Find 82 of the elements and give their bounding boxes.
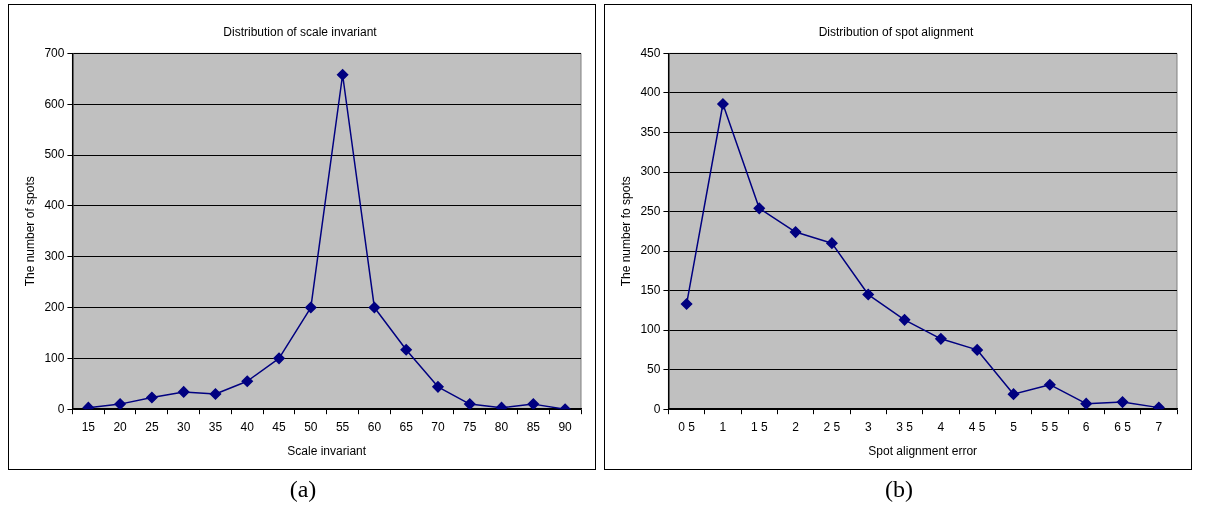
y-tick-label: 350 bbox=[640, 124, 661, 139]
x-tick-label: 5 bbox=[1010, 419, 1018, 434]
x-tick-label: 3 bbox=[864, 419, 872, 434]
point bbox=[826, 237, 838, 249]
point bbox=[209, 388, 222, 400]
x-tick-label: 30 bbox=[176, 419, 191, 434]
x-tick-label: 40 bbox=[240, 419, 255, 434]
x-tick-label: 80 bbox=[494, 419, 509, 434]
y-tick-label: 100 bbox=[640, 322, 661, 337]
x-tick-label: 5 5 bbox=[1041, 419, 1059, 434]
x-tick-label: 4 bbox=[937, 419, 945, 434]
y-tick-label: 200 bbox=[44, 299, 65, 314]
point bbox=[464, 398, 476, 410]
x-tick-label: 45 bbox=[272, 419, 287, 434]
x-tick-label: 0 5 bbox=[678, 419, 696, 434]
x-tick-label: 75 bbox=[463, 419, 477, 434]
x-tick-label: 3 5 bbox=[896, 419, 914, 434]
point bbox=[400, 343, 412, 356]
x-tick-label: 25 bbox=[145, 419, 159, 434]
point bbox=[177, 386, 190, 398]
point bbox=[368, 301, 381, 314]
x-tick-label: 85 bbox=[526, 419, 541, 434]
point bbox=[114, 398, 126, 410]
point bbox=[241, 375, 253, 387]
text: (a) bbox=[288, 476, 318, 503]
chart-title: Distribution of spot alignment bbox=[818, 24, 975, 39]
y-tick-label: 200 bbox=[640, 243, 661, 258]
point bbox=[1116, 396, 1129, 408]
x-tick-label: 6 5 bbox=[1114, 419, 1132, 434]
y-tick-label: 100 bbox=[44, 350, 65, 365]
y-tick-label: 50 bbox=[647, 361, 661, 376]
x-tick-label: 15 bbox=[81, 419, 96, 434]
y-axis-title: The number of spots bbox=[22, 176, 37, 287]
point bbox=[273, 352, 285, 365]
y-tick-label: 450 bbox=[640, 45, 661, 60]
x-tick-label: 70 bbox=[431, 419, 445, 434]
point bbox=[789, 226, 802, 238]
x-tick-label: 50 bbox=[304, 419, 318, 434]
x-tick-label: 1 5 bbox=[750, 419, 768, 434]
point bbox=[862, 288, 874, 301]
x-tick-label: 65 bbox=[399, 419, 414, 434]
point bbox=[336, 69, 349, 81]
y-axis-title: The number fo spots bbox=[618, 176, 633, 287]
x-tick-label: 6 bbox=[1082, 419, 1090, 434]
x-tick-label: 60 bbox=[367, 419, 382, 434]
y-tick-label: 500 bbox=[44, 147, 65, 162]
y-tick-label: 0 bbox=[57, 401, 65, 416]
x-tick-label: 55 bbox=[335, 419, 350, 434]
x-tick-label: 2 5 bbox=[823, 419, 841, 434]
chart-title: Distribution of scale invariant bbox=[223, 24, 378, 39]
x-axis-title: Scale invariant bbox=[287, 444, 367, 459]
x-axis-title: Spot alignment error bbox=[868, 444, 978, 459]
point bbox=[680, 298, 693, 310]
x-tick-label: 7 bbox=[1155, 419, 1163, 434]
point bbox=[935, 333, 947, 345]
point bbox=[1007, 388, 1020, 400]
x-tick-label: 2 bbox=[792, 419, 800, 434]
y-tick-label: 600 bbox=[44, 96, 65, 111]
point bbox=[1080, 397, 1092, 410]
y-tick-label: 300 bbox=[44, 249, 65, 264]
x-tick-label: 35 bbox=[208, 419, 223, 434]
point bbox=[432, 381, 444, 393]
y-tick-label: 0 bbox=[653, 401, 661, 416]
x-tick-label: 90 bbox=[558, 419, 573, 434]
y-tick-label: 150 bbox=[640, 282, 661, 297]
point bbox=[717, 98, 729, 110]
point bbox=[146, 391, 158, 404]
point bbox=[527, 398, 540, 410]
y-tick-label: 300 bbox=[640, 164, 661, 179]
x-tick-label: 20 bbox=[113, 419, 128, 434]
text: (b) bbox=[884, 476, 914, 503]
x-tick-label: 4 5 bbox=[968, 419, 986, 434]
y-tick-label: 400 bbox=[44, 198, 65, 213]
point bbox=[898, 314, 911, 326]
point bbox=[305, 301, 317, 314]
point bbox=[971, 344, 983, 356]
y-tick-label: 400 bbox=[640, 85, 661, 100]
point bbox=[1044, 378, 1056, 391]
point bbox=[753, 202, 765, 215]
x-tick-label: 1 bbox=[719, 419, 727, 434]
y-tick-label: 700 bbox=[44, 45, 65, 60]
y-tick-label: 250 bbox=[640, 203, 661, 218]
